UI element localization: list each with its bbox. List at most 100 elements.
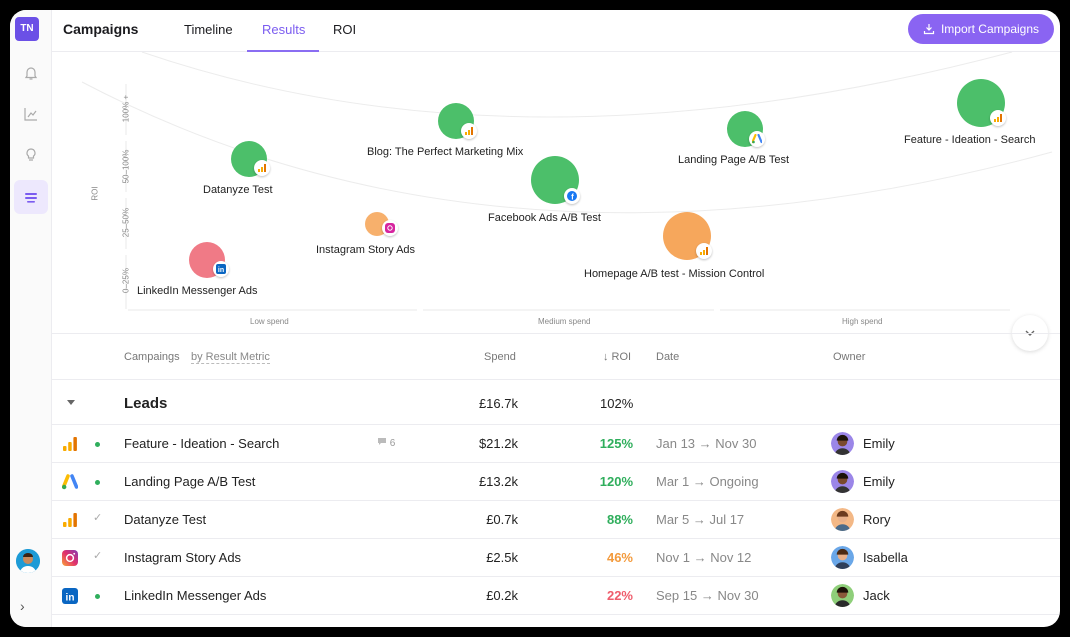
bubble-label[interactable]: Instagram Story Ads	[316, 244, 416, 256]
chart-icon[interactable]	[14, 97, 48, 131]
y-tick: 25–50%	[121, 207, 131, 238]
campaign-spend: £0.2k	[486, 588, 518, 603]
svg-text:f: f	[571, 193, 574, 202]
top-bar: Campaigns Timeline Results ROI Import Ca…	[52, 10, 1060, 52]
facebook-icon: f	[564, 188, 580, 204]
table-row[interactable]: ✓ Datanyze Test £0.7k 88% Mar 5 → Jul 17…	[52, 501, 1060, 539]
group-by-selector[interactable]: by Result Metric	[191, 351, 270, 364]
google-ads-icon	[62, 474, 78, 490]
google-ads-icon	[749, 131, 765, 147]
analytics-icon	[461, 123, 477, 139]
comment-count[interactable]: 6	[377, 437, 395, 449]
instagram-icon	[62, 550, 78, 566]
svg-text:in: in	[66, 593, 75, 604]
campaign-roi: 88%	[606, 512, 633, 527]
table-row[interactable]: Landing Page A/B Test £13.2k 120% Mar 1 …	[52, 463, 1060, 501]
owner-name: Isabella	[863, 550, 908, 565]
table-row[interactable]: Feature - Ideation - Search 6 $21.2k 125…	[52, 425, 1060, 463]
svg-text:in: in	[218, 267, 224, 274]
page-title: Campaigns	[63, 21, 139, 37]
lightbulb-icon[interactable]	[14, 138, 48, 172]
linkedin-icon: in	[62, 588, 78, 604]
start-date: Sep 15	[656, 588, 698, 603]
column-owner[interactable]: Owner	[833, 351, 866, 363]
comment-count-value: 6	[389, 438, 396, 449]
bubble-label[interactable]: Datanyze Test	[203, 184, 273, 196]
table-header: Campaings by Result Metric Spend ↓ ROI D…	[52, 333, 1060, 380]
roi-bubble-chart: ROI 0–25% 25–50% 50–100% 100% + Low spen…	[52, 52, 1060, 333]
campaign-name[interactable]: Landing Page A/B Test	[124, 474, 256, 489]
campaign-dates: Sep 15 → Nov 30	[656, 588, 759, 603]
owner-name: Rory	[863, 512, 891, 527]
campaigns-icon[interactable]	[14, 180, 48, 214]
column-campaigns[interactable]: Campaings	[124, 351, 180, 363]
campaign-spend: £0.7k	[486, 512, 518, 527]
chevron-down-icon	[1025, 330, 1035, 336]
y-tick: 50–100%	[121, 149, 131, 184]
avatar	[831, 508, 854, 531]
import-campaigns-button[interactable]: Import Campaigns	[908, 14, 1054, 44]
column-date[interactable]: Date	[656, 351, 680, 363]
group-row-leads[interactable]: Leads £16.7k 102%	[52, 380, 1060, 425]
expand-sidebar-button[interactable]: ›	[20, 598, 25, 614]
table-row[interactable]: in LinkedIn Messenger Ads £0.2k 22% Sep …	[52, 577, 1060, 615]
y-tick: 0–25%	[121, 268, 131, 293]
campaign-name[interactable]: Datanyze Test	[124, 512, 207, 527]
comment-icon	[378, 438, 386, 445]
campaign-roi: 120%	[599, 474, 633, 489]
bubble-label[interactable]: Facebook Ads A/B Test	[488, 212, 601, 224]
bubble-label[interactable]: LinkedIn Messenger Ads	[137, 285, 258, 297]
sidebar: TN ›	[10, 10, 52, 627]
avatar	[831, 432, 854, 455]
x-tick: Medium spend	[538, 317, 591, 326]
linkedin-icon: in	[213, 261, 229, 277]
campaign-dates: Nov 1 → Nov 12	[656, 550, 752, 565]
y-axis-label: ROI	[90, 186, 100, 201]
workspace-logo[interactable]: TN	[15, 17, 39, 41]
campaign-dates: Jan 13 → Nov 30	[656, 436, 757, 451]
start-date: Mar 1	[656, 474, 690, 489]
campaign-name[interactable]: Feature - Ideation - Search	[124, 436, 280, 451]
analytics-icon	[254, 160, 270, 176]
campaign-spend: $21.2k	[478, 436, 518, 451]
tab-results[interactable]: Results	[262, 22, 306, 37]
caret-down-icon[interactable]	[66, 399, 76, 407]
group-roi: 102%	[600, 396, 634, 411]
owner-name: Emily	[863, 436, 895, 451]
start-date: Nov 1	[656, 550, 690, 565]
campaign-roi: 125%	[599, 436, 633, 451]
bubble-label[interactable]: Landing Page A/B Test	[678, 154, 790, 166]
bubble-label[interactable]: Feature - Ideation - Search	[904, 134, 1036, 146]
user-avatar[interactable]	[16, 549, 40, 573]
end-date: Nov 30	[715, 436, 757, 451]
campaign-spend: £13.2k	[478, 474, 518, 489]
bubble-label[interactable]: Blog: The Perfect Marketing Mix	[367, 146, 524, 158]
owner-name: Jack	[863, 588, 890, 603]
column-spend[interactable]: Spend	[484, 351, 516, 363]
instagram-icon	[382, 220, 398, 236]
status-complete-check-icon: ✓	[93, 512, 103, 524]
campaign-name[interactable]: LinkedIn Messenger Ads	[124, 588, 267, 603]
avatar	[831, 546, 854, 569]
status-active-dot	[95, 480, 100, 485]
status-complete-check-icon: ✓	[93, 550, 103, 562]
campaign-name[interactable]: Instagram Story Ads	[124, 550, 242, 565]
avatar	[831, 584, 854, 607]
campaign-roi: 22%	[606, 588, 633, 603]
table-row[interactable]: ✓ Instagram Story Ads £2.5k 46% Nov 1 → …	[52, 539, 1060, 577]
bell-icon[interactable]	[14, 56, 48, 90]
import-campaigns-label: Import Campaigns	[940, 22, 1040, 36]
tab-timeline[interactable]: Timeline	[184, 22, 233, 37]
avatar	[831, 470, 854, 493]
start-date: Jan 13	[656, 436, 696, 451]
end-date: Jul 17	[709, 512, 745, 527]
tab-roi[interactable]: ROI	[333, 22, 357, 37]
end-date: Nov 30	[717, 588, 759, 603]
column-roi[interactable]: ↓ ROI	[603, 351, 632, 363]
end-date: Nov 12	[710, 550, 752, 565]
app-window: TN › Campaigns Timeline Results ROI Impo…	[10, 10, 1060, 627]
x-tick: High spend	[842, 317, 883, 326]
bubble-label[interactable]: Homepage A/B test - Mission Control	[584, 268, 765, 280]
owner-name: Emily	[863, 474, 895, 489]
active-tab-indicator	[247, 50, 319, 52]
